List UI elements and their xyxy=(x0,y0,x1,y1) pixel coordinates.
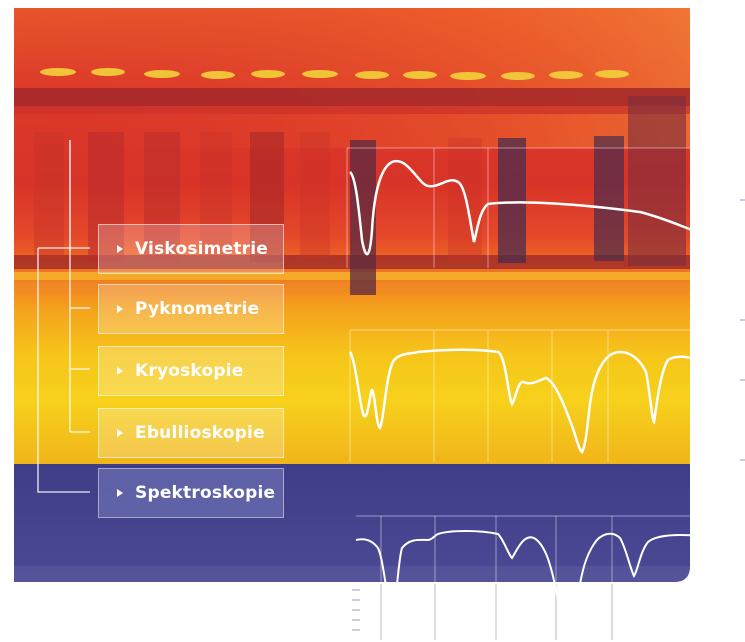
thermal-photo-panel xyxy=(14,8,690,582)
label-kryoskopie[interactable]: Kryoskopie xyxy=(98,346,284,396)
kryoskopie-curve xyxy=(348,348,741,454)
label-ebullioskopie[interactable]: Ebullioskopie xyxy=(98,408,284,458)
label-text: Ebullioskopie xyxy=(135,423,265,443)
label-text: Kryoskopie xyxy=(135,361,244,381)
chart-grid-lower xyxy=(380,584,613,640)
arrow-right-icon xyxy=(117,245,123,253)
arrow-right-icon xyxy=(117,305,123,313)
spektroskopie-curve xyxy=(355,530,745,616)
arrow-right-icon xyxy=(117,429,123,437)
chart-grid xyxy=(346,147,745,640)
connector-lines xyxy=(37,140,90,493)
arrow-right-icon xyxy=(117,367,123,375)
jar-caps xyxy=(40,68,629,80)
viscosity-curve xyxy=(349,159,741,256)
label-pyknometrie[interactable]: Pyknometrie xyxy=(98,284,284,334)
label-text: Viskosimetrie xyxy=(135,239,268,259)
label-text: Spektroskopie xyxy=(135,483,276,503)
label-viskosimetrie[interactable]: Viskosimetrie xyxy=(98,224,284,274)
label-spektroskopie[interactable]: Spektroskopie xyxy=(98,468,284,518)
glass-cylinders xyxy=(34,96,686,295)
tick-marks xyxy=(352,199,745,631)
label-text: Pyknometrie xyxy=(135,299,260,319)
arrow-right-icon xyxy=(117,489,123,497)
